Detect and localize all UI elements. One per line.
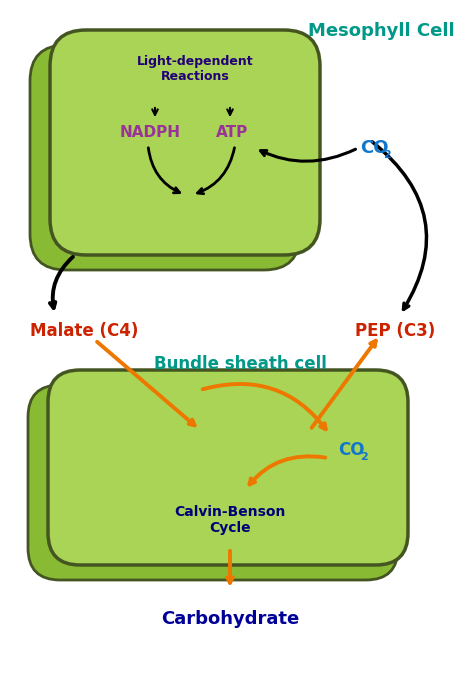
Text: CO: CO xyxy=(338,441,365,459)
Text: Light-dependent
Reactions: Light-dependent Reactions xyxy=(137,55,253,83)
Text: PEP (C3): PEP (C3) xyxy=(355,322,435,340)
Text: 2: 2 xyxy=(360,452,368,462)
Text: ATP: ATP xyxy=(216,125,248,140)
Text: NADPH: NADPH xyxy=(119,125,180,140)
Text: Malate (C4): Malate (C4) xyxy=(30,322,138,340)
Text: CO: CO xyxy=(360,139,389,157)
FancyBboxPatch shape xyxy=(50,30,320,255)
Text: Mesophyll Cell: Mesophyll Cell xyxy=(308,22,455,40)
FancyBboxPatch shape xyxy=(30,45,300,270)
Text: Bundle sheath cell: Bundle sheath cell xyxy=(154,355,327,373)
FancyBboxPatch shape xyxy=(28,385,398,580)
Text: 2: 2 xyxy=(383,150,391,160)
FancyBboxPatch shape xyxy=(48,370,408,565)
Text: Calvin-Benson
Cycle: Calvin-Benson Cycle xyxy=(174,505,286,535)
Text: Carbohydrate: Carbohydrate xyxy=(161,610,299,628)
